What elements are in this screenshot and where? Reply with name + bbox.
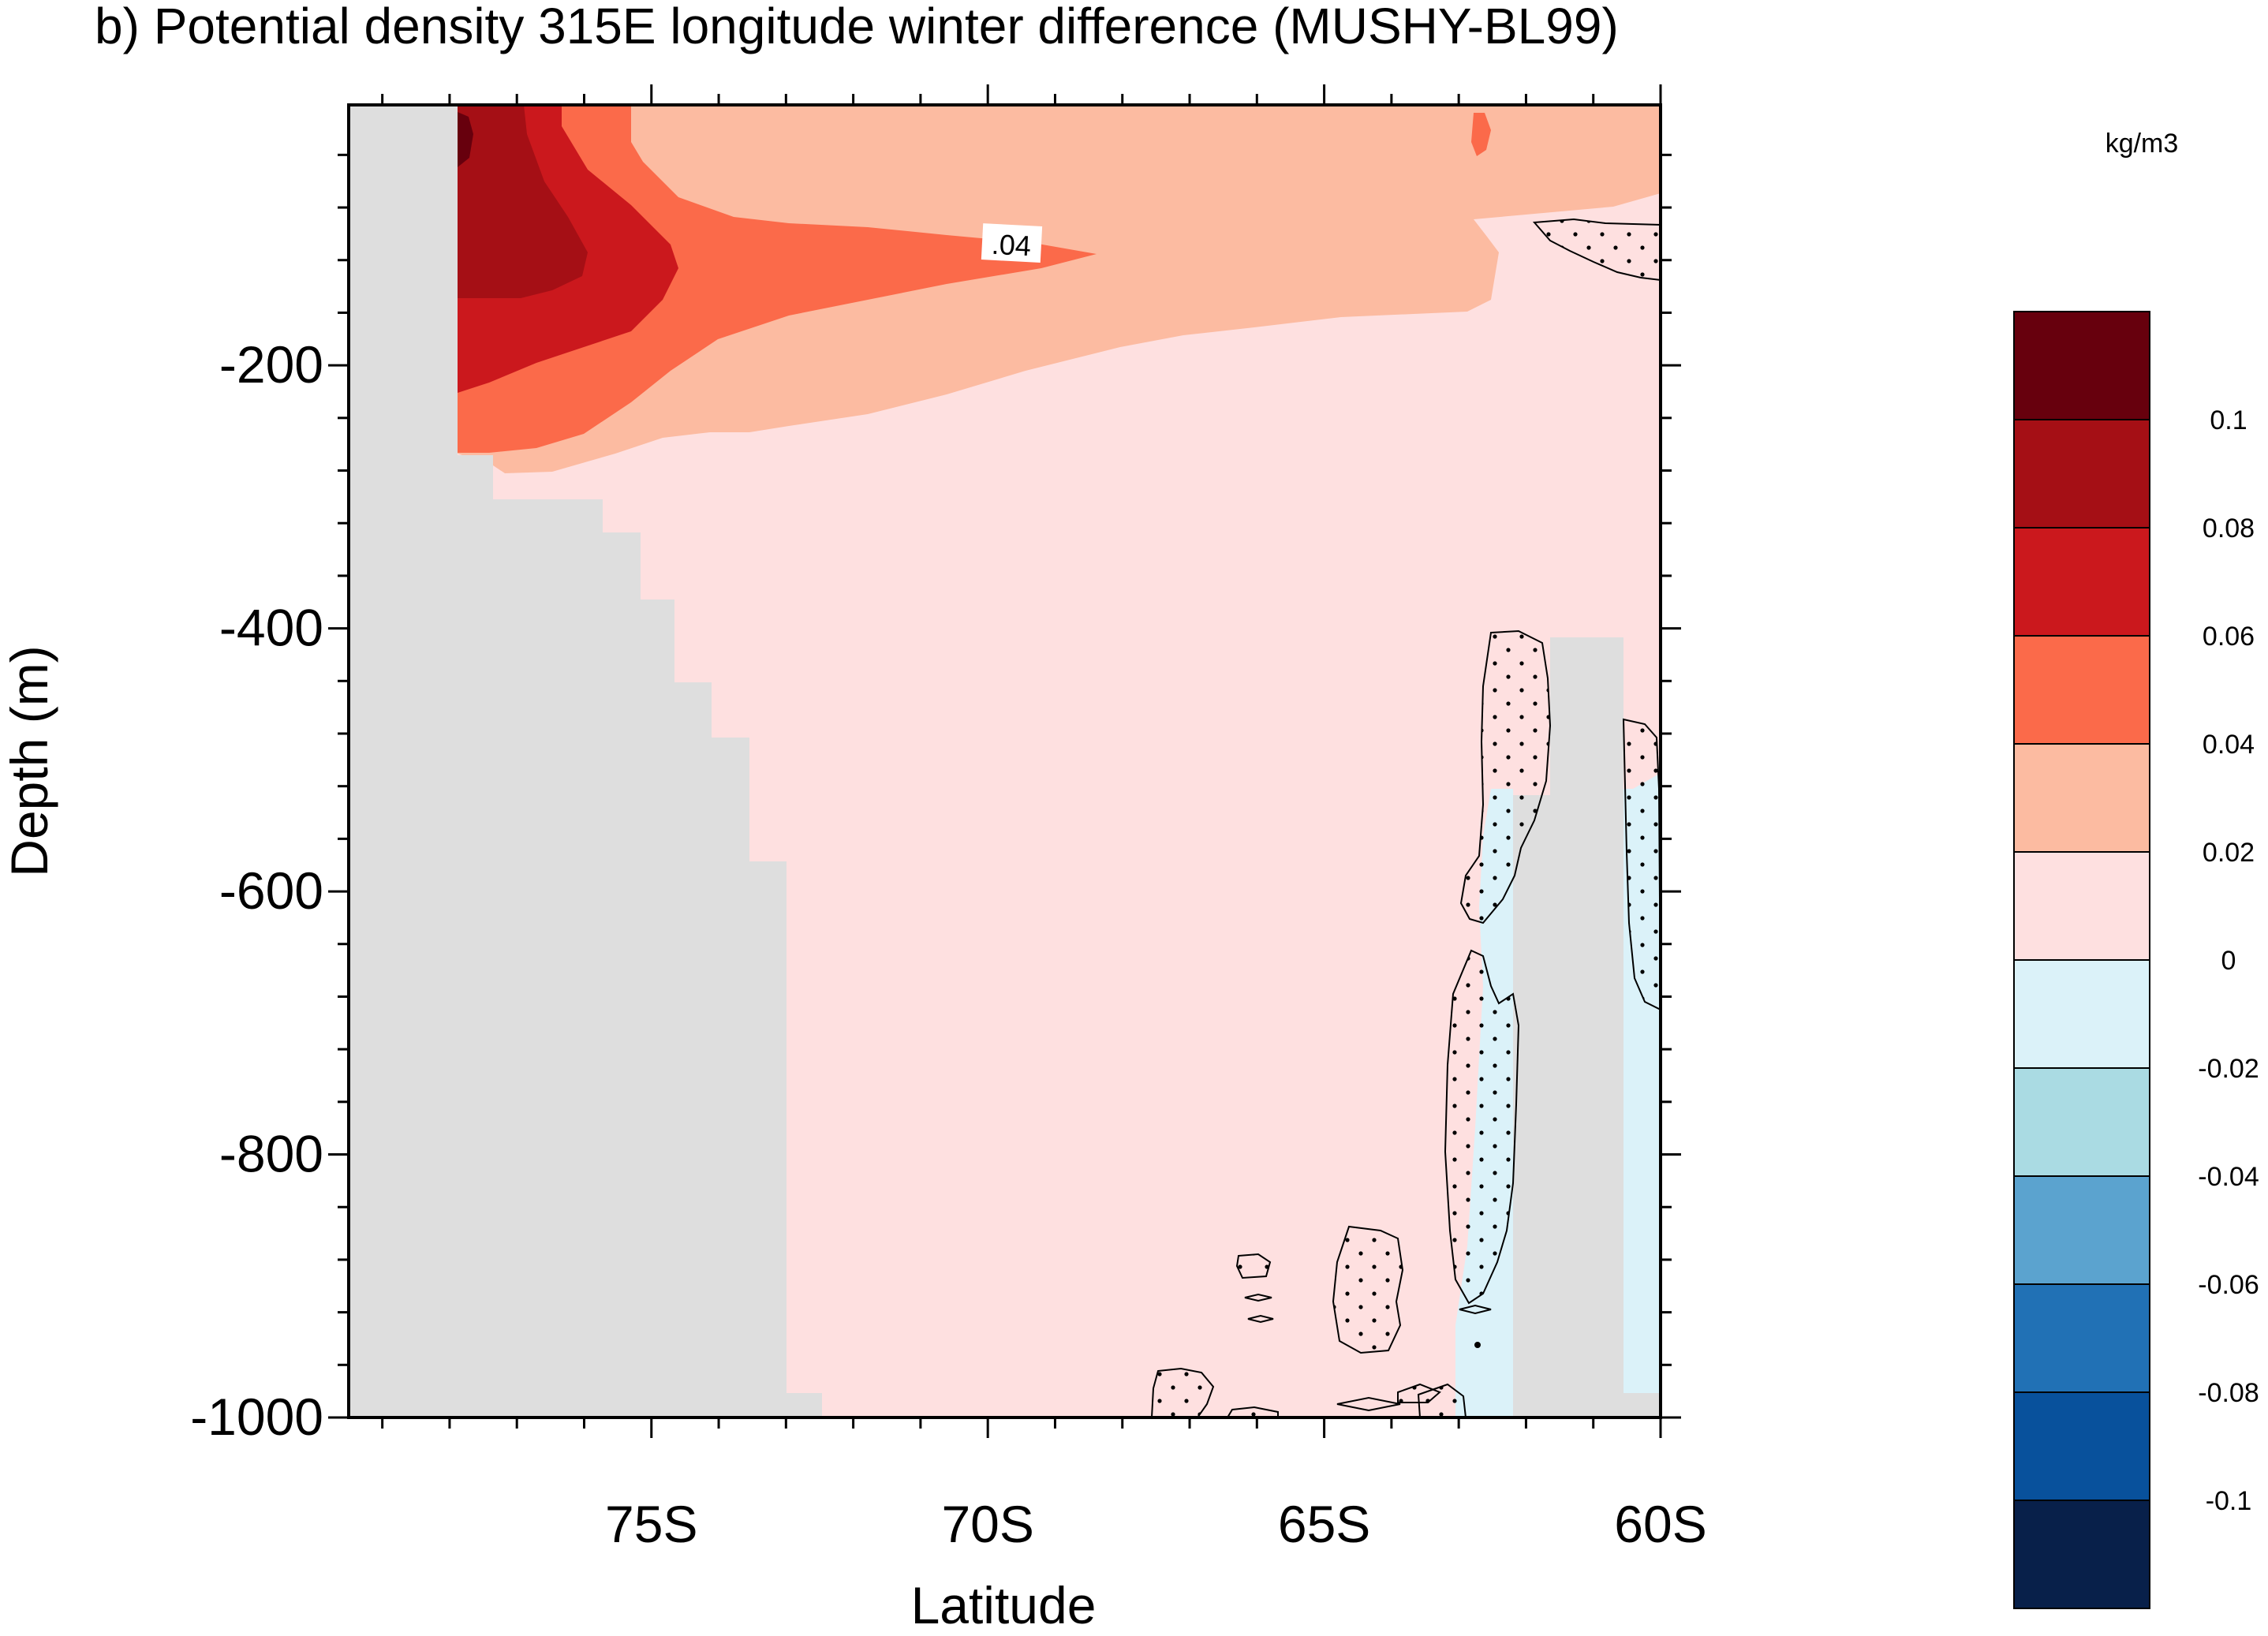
x-axis-label: Latitude — [911, 1576, 1097, 1634]
band-above-0.1 — [458, 112, 473, 167]
stipple-region — [1532, 218, 1661, 282]
contour-label-box — [981, 223, 1043, 263]
colorbar-swatch — [2013, 1175, 2150, 1285]
colorbar-swatch — [2013, 635, 2150, 745]
colorbar-swatch — [2013, 851, 2150, 961]
band-0.08-0.1 — [458, 105, 588, 298]
y-tick-labels: -200 -400 -600 -800 -1000 — [190, 335, 323, 1446]
chart-title: b) Potential density 315E longitude wint… — [95, 0, 1619, 54]
colorbar-swatch — [2013, 1067, 2150, 1177]
colorbar-swatch — [2013, 419, 2150, 529]
stipple-region — [1459, 629, 1552, 924]
colorbar-level-label: -0.1 — [2206, 1486, 2252, 1516]
colorbar-level-label: 0.04 — [2203, 730, 2255, 760]
contour-loop — [1244, 1293, 1272, 1302]
axis-ticks — [328, 84, 1681, 1438]
band-0.04-0.06 — [458, 105, 1097, 453]
x-tick-label: 70S — [941, 1495, 1033, 1553]
bathymetry-mask — [349, 105, 822, 1417]
stipple-region — [1332, 1225, 1404, 1354]
colorbar-level-label: -0.08 — [2198, 1378, 2259, 1408]
contour-loop — [1336, 1396, 1401, 1412]
stipple-region — [1444, 949, 1520, 1305]
stipple-region — [1417, 1383, 1467, 1418]
contour-label: .04 — [991, 228, 1032, 263]
contour-loop — [1459, 1304, 1492, 1315]
y-tick-label: -600 — [219, 861, 323, 920]
band-0.02-0.04 — [458, 105, 1661, 473]
plot-frame — [347, 103, 1662, 1419]
x-tick-label: 60S — [1614, 1495, 1706, 1553]
contour-loop — [1247, 1314, 1274, 1324]
colorbar-level-label: 0.1 — [2210, 405, 2247, 435]
colorbar-level-label: -0.04 — [2198, 1162, 2259, 1192]
colorbar-level-label: -0.02 — [2198, 1054, 2259, 1084]
colorbar-level-label: 0 — [2221, 946, 2236, 976]
x-tick-label: 75S — [605, 1495, 697, 1553]
contour-dot — [1474, 1342, 1481, 1348]
colorbar-swatch — [2013, 527, 2150, 637]
colorbar-swatch — [2013, 1283, 2150, 1393]
y-tick-label: -1000 — [190, 1388, 323, 1446]
colorbar-swatch — [2013, 1391, 2150, 1501]
y-tick-label: -400 — [219, 599, 323, 657]
significance-stipple — [1150, 218, 1662, 1418]
x-tick-label: 65S — [1278, 1495, 1370, 1553]
colorbar-swatch — [2013, 959, 2150, 1069]
colorbar-swatch — [2013, 1500, 2150, 1609]
bathymetry-ridge — [1513, 637, 1661, 1417]
colorbar-level-label: 0.06 — [2203, 622, 2255, 652]
x-tick-labels: 75S 70S 65S 60S — [605, 1495, 1707, 1553]
contour-label-group: .04 — [981, 223, 1043, 263]
y-tick-label: -800 — [219, 1125, 323, 1183]
colorbar-swatch — [2013, 311, 2150, 420]
y-axis-label: Depth (m) — [0, 645, 58, 876]
colorbar-level-label: -0.06 — [2198, 1270, 2259, 1300]
colorbar: 0.1 0.08 0.06 0.04 0.02 0 -0.02 -0.04 -0.06 -0.08… — [2013, 311, 2259, 1609]
colorbar-level-label: 0.02 — [2203, 838, 2255, 868]
y-tick-label: -200 — [219, 335, 323, 394]
colorbar-swatch — [2013, 743, 2150, 853]
stipple-region — [1622, 718, 1662, 1011]
colorbar-level-label: 0.08 — [2203, 514, 2255, 543]
stipple-region — [1235, 1253, 1272, 1279]
colorbar-unit: kg/m3 — [2105, 129, 2179, 159]
small-contour-loops — [1244, 1293, 1492, 1412]
band-0.04-0.06-blob — [1471, 113, 1491, 156]
stipple-region — [1150, 1367, 1215, 1418]
